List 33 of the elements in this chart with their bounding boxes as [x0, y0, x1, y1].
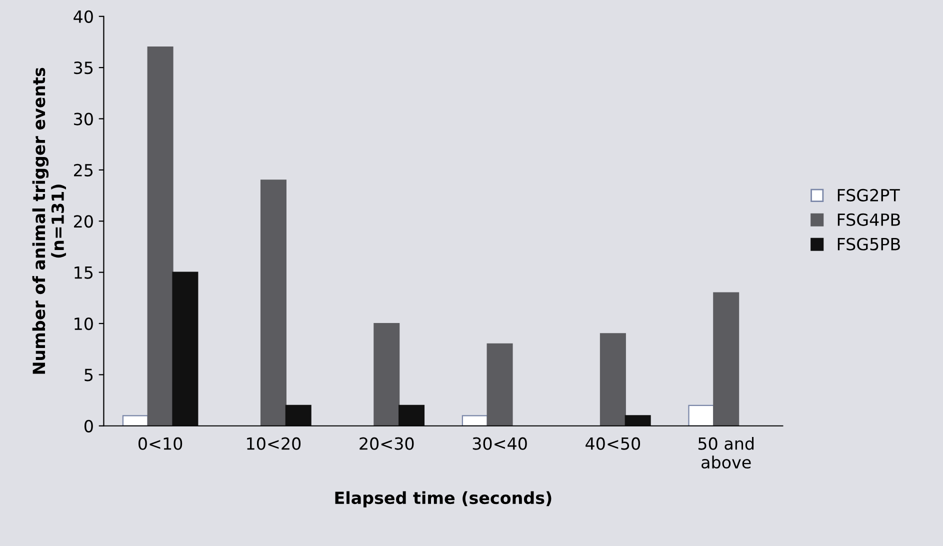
bar [172, 272, 198, 426]
x-tick-label: 20<30 [360, 437, 414, 450]
bar [688, 404, 714, 426]
bar [398, 404, 425, 426]
x-tick-label: 30<40 [472, 437, 527, 450]
bar [624, 415, 651, 426]
bar [374, 322, 400, 426]
y-tick-label: 5 [84, 368, 93, 382]
y-axis-title: Number of animal trigger events (n=131) [32, 68, 66, 374]
y-tick-label: 25 [74, 164, 93, 177]
y-tick-label: 10 [74, 317, 93, 330]
y-tick-label: 0 [84, 420, 93, 432]
y-tick-label: 15 [74, 266, 93, 279]
bar [260, 180, 286, 426]
x-tick-label: 0<10 [138, 437, 182, 450]
bar [462, 415, 488, 426]
legend-label: FSG2PT [838, 188, 900, 202]
legend-label: FSG4PB [838, 213, 900, 226]
bar [713, 292, 740, 426]
y-tick-label: 20 [74, 215, 93, 228]
bar [285, 404, 312, 426]
y-tick-label: 35 [74, 62, 93, 74]
bar [600, 333, 626, 426]
bar [147, 46, 174, 426]
x-axis-title: Elapsed time (seconds) [335, 491, 552, 508]
x-tick-label: 50 and above [698, 436, 754, 469]
bar [486, 343, 513, 426]
x-tick-label: 40<50 [586, 437, 640, 450]
legend-label: FSG5PB [838, 238, 900, 250]
bar [122, 415, 148, 426]
y-tick-label: 30 [74, 112, 93, 126]
x-tick-label: 10<20 [247, 437, 301, 450]
y-tick-label: 40 [74, 10, 93, 23]
